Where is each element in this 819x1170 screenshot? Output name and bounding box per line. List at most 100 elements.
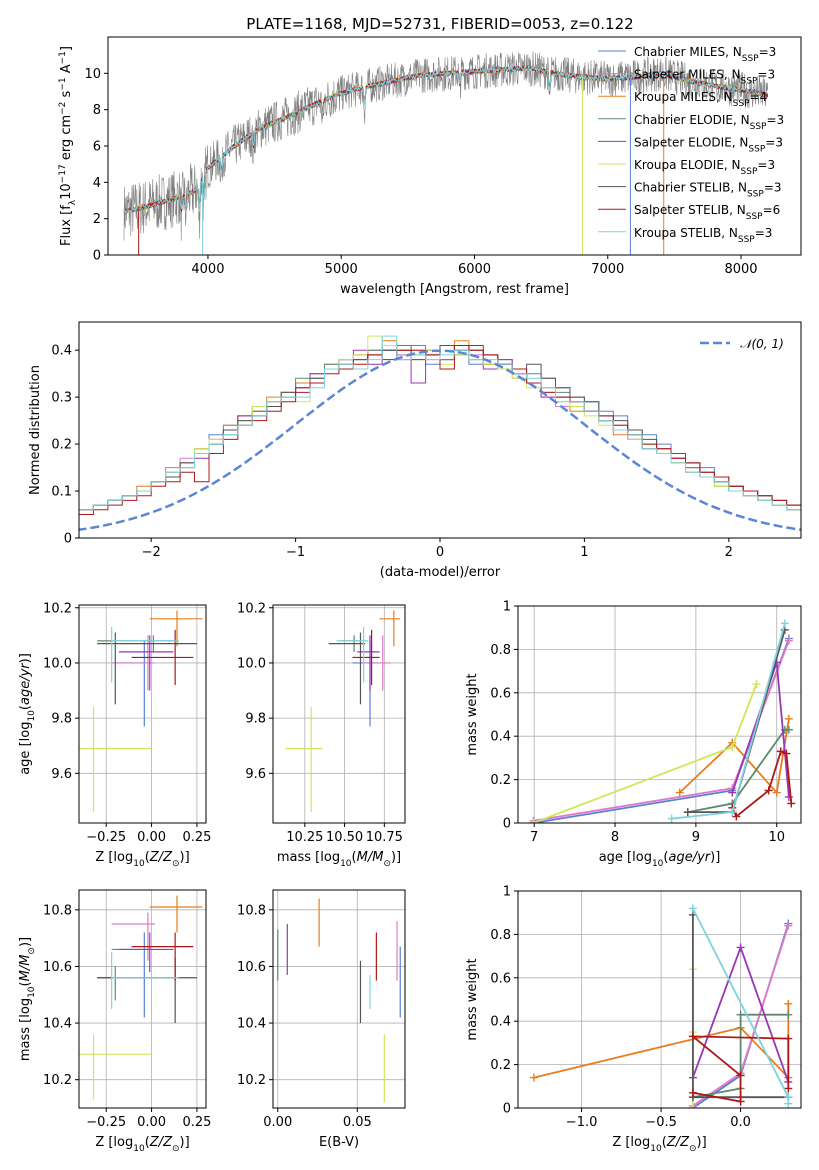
y-tick-label: 10.4	[237, 1017, 266, 1032]
x-tick-label: −0.5	[645, 1115, 677, 1130]
legend-entry-gaussian: 𝒩(0, 1)	[740, 337, 784, 351]
y-tick-label: 0.2	[490, 773, 511, 788]
legend-entry-kroupa_elodie: Kroupa ELODIE, NSSP=3	[634, 158, 775, 177]
histogram-kroupa_elodie	[79, 335, 801, 515]
legend-entry-chabrier_miles: Chabrier MILES, NSSP=3	[634, 45, 776, 64]
y-tick-label: 10.6	[43, 960, 72, 975]
weight-line-salpeter_stelib	[690, 1035, 790, 1103]
x-tick-label: −2	[142, 545, 161, 560]
y-tick-label: 0.1	[51, 485, 72, 500]
x-axis-label: (data-model)/error	[380, 565, 501, 580]
y-tick-label: 0.8	[490, 643, 511, 658]
figure-title: PLATE=1168, MJD=52731, FIBERID=0053, z=0…	[246, 15, 633, 33]
y-tick-label: 0.6	[490, 686, 511, 701]
histogram-salpeter_miles	[79, 345, 801, 515]
x-axis-label: Z [log10(Z/Z⊙)]	[95, 850, 189, 869]
x-axis-label: Z [log10(Z/Z⊙)]	[95, 1135, 189, 1154]
panel-weight_vs_age: 7 8 9 10 0 0.2 0.4 0.6 0.8 1 age [log10(age/yr)] ma…	[465, 600, 802, 869]
x-tick-label: 0.25	[182, 1115, 211, 1130]
weight-line-salpeter_elodie	[731, 662, 790, 798]
y-tick-label: 10.0	[237, 656, 266, 671]
x-tick-label: 0.00	[263, 1115, 292, 1130]
x-tick-label: 7000	[591, 262, 624, 277]
y-tick-label: 8	[93, 103, 101, 118]
x-axis-label: Z [log10(Z/Z⊙)]	[612, 1135, 706, 1154]
plot-area-weight_vs_Z	[529, 904, 793, 1108]
x-tick-label: 0.00	[137, 1115, 166, 1130]
y-tick-label: 0.2	[490, 1058, 511, 1073]
panel-mass_vs_ebv: 0.00 0.05 10.2 10.4 10.6 10.8 E(B-V)	[237, 889, 406, 1150]
x-tick-label: 5000	[325, 262, 358, 277]
histogram-salpeter_elodie	[79, 345, 801, 515]
y-tick-label: 0	[64, 532, 72, 547]
y-tick-label: 9.8	[245, 712, 266, 727]
x-axis-label: age [log10(age/yr)]	[599, 850, 721, 869]
spectrum-data-line	[123, 51, 768, 241]
y-axis-label: Flux [fλ10−17 erg cm−2 s−1 A−1]	[58, 46, 78, 246]
y-tick-label: 0.3	[51, 391, 72, 406]
x-tick-label: 4000	[191, 262, 224, 277]
y-tick-label: 10.8	[43, 903, 72, 918]
plot-area-mass_vs_ebv	[277, 898, 401, 1103]
gaussian-curve	[79, 349, 801, 532]
y-tick-label: 4	[93, 176, 101, 191]
x-tick-label: 8	[611, 830, 619, 845]
y-tick-label: 0.6	[490, 971, 511, 986]
x-tick-label: 10.50	[326, 830, 363, 845]
histogram-kroupa_stelib	[79, 335, 801, 515]
y-tick-label: 10.6	[237, 960, 266, 975]
y-tick-label: 0	[503, 1102, 511, 1117]
y-tick-label: 9.6	[51, 767, 72, 782]
axes-frame	[517, 890, 802, 1109]
panel-residuals: 𝒩(0, 1) −2 −1 0 1 2 0 0.1 0.2 0.3 0.4 (data-model)/…	[28, 321, 802, 580]
histogram-salpeter_stelib	[79, 345, 801, 515]
legend-entry-salpeter_elodie: Salpeter ELODIE, NSSP=3	[634, 135, 783, 154]
axes-frame	[78, 604, 207, 824]
x-tick-label: −1	[286, 545, 305, 560]
histogram-chabrier_stelib	[79, 345, 801, 515]
legend-entry-salpeter_stelib: Salpeter STELIB, NSSP=6	[634, 203, 780, 222]
y-axis-label: mass weight	[465, 673, 480, 755]
x-tick-label: 0.00	[137, 830, 166, 845]
y-tick-label: 2	[93, 212, 101, 227]
y-tick-label: 10.2	[237, 601, 266, 616]
y-tick-label: 0	[93, 249, 101, 264]
legend-entry-kroupa_stelib: Kroupa STELIB, NSSP=3	[634, 226, 772, 245]
x-tick-label: 2	[725, 545, 733, 560]
y-tick-label: 0.2	[51, 438, 72, 453]
legend-entry-salpeter_miles: Salpeter MILES, NSSP=3	[634, 68, 775, 87]
panel-spectrum: Chabrier MILES, NSSP=3 Salpeter MILES, NS…	[58, 36, 802, 297]
axes-frame	[78, 889, 207, 1109]
y-tick-label: 10	[84, 67, 101, 82]
plot-area-residuals	[79, 335, 801, 532]
spectrum-legend: Chabrier MILES, NSSP=3 Salpeter MILES, NS…	[598, 45, 784, 245]
plot-area-mass_vs_Z	[79, 895, 203, 1100]
weight-line-kroupa_miles	[679, 718, 790, 795]
y-tick-label: 6	[93, 140, 101, 155]
x-tick-label: 7	[530, 830, 538, 845]
x-axis-label: wavelength [Angstrom, rest frame]	[340, 282, 569, 297]
x-tick-label: 9	[692, 830, 700, 845]
y-tick-label: 0.8	[490, 928, 511, 943]
x-axis-label: mass [log10(M/M⊙)]	[277, 850, 401, 869]
y-tick-label: 0.4	[490, 1015, 511, 1030]
x-tick-label: −1.0	[566, 1115, 598, 1130]
residual-legend: 𝒩(0, 1)	[700, 337, 784, 351]
weight-line-chabrier_miles	[533, 638, 790, 823]
y-axis-label: mass [log10(M/M⊙)]	[18, 937, 37, 1061]
weight-line-salpeter_miles	[533, 640, 790, 822]
plot-area-weight_vs_age	[529, 619, 796, 823]
x-tick-label: 8000	[724, 262, 757, 277]
plot-area-spectrum	[123, 51, 769, 255]
spectrum-model-kroupa_stelib	[123, 65, 769, 214]
y-tick-label: 9.8	[51, 712, 72, 727]
histogram-chabrier_miles	[79, 345, 801, 515]
x-tick-label: 10.75	[366, 830, 403, 845]
x-tick-label: 10	[768, 830, 785, 845]
y-tick-label: 10.8	[237, 903, 266, 918]
y-tick-label: 10.4	[43, 1017, 72, 1032]
panel-age_vs_Z: −0.25 0.00 0.25 9.6 9.8 10.0 10.2 Z [log10(Z/Z⊙…	[18, 601, 211, 869]
plot-area-age_vs_mass	[285, 610, 401, 812]
y-tick-label: 10.2	[43, 1073, 72, 1088]
y-axis-label: age [log10(age/yr)]	[18, 653, 37, 775]
